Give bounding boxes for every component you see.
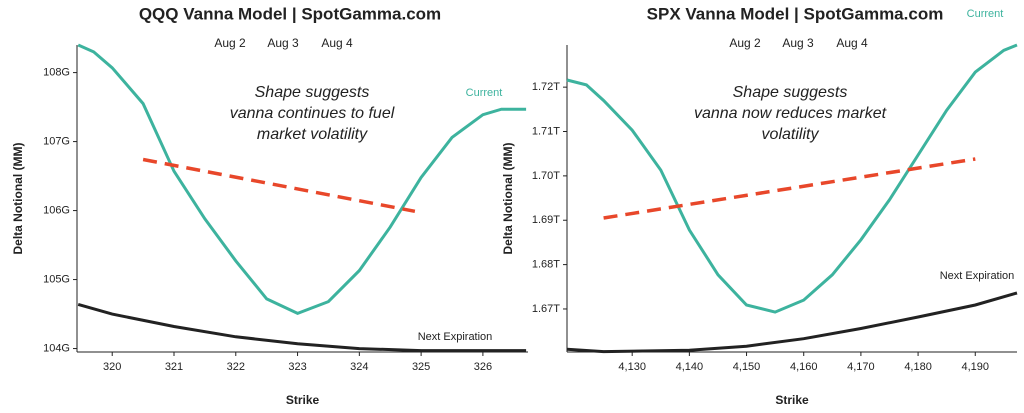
series-label: Next Expiration	[940, 270, 1015, 282]
chart-title: SPX Vanna Model | SpotGamma.com	[647, 4, 944, 23]
x-tick-label: 323	[288, 361, 306, 373]
date-label: Aug 4	[321, 36, 353, 50]
annotation: vanna now reduces market	[694, 105, 887, 122]
date-label: Aug 3	[782, 36, 814, 50]
x-tick-label: 326	[474, 361, 492, 373]
x-tick-label: 4,130	[618, 361, 646, 373]
series-label: Current	[967, 8, 1004, 20]
y-tick-label: 106G	[43, 204, 70, 216]
y-axis-label: Delta Notional (MM)	[11, 143, 25, 255]
y-tick-label: 105G	[43, 273, 70, 285]
series-line	[566, 291, 1018, 354]
series-label: Current	[466, 87, 503, 99]
chart-title: QQQ Vanna Model | SpotGamma.com	[139, 4, 441, 23]
date-label: Aug 2	[729, 36, 761, 50]
x-tick-label: 4,180	[904, 361, 932, 373]
date-label: Aug 2	[214, 36, 246, 50]
series-label: Next Expiration	[418, 331, 493, 343]
series-line	[77, 43, 527, 316]
y-tick-label: 1.68T	[532, 259, 560, 271]
y-tick-label: 1.67T	[532, 303, 560, 315]
series-line	[566, 43, 1018, 314]
x-tick-label: 4,140	[676, 361, 704, 373]
y-tick-label: 1.71T	[532, 125, 560, 137]
x-tick-label: 324	[350, 361, 368, 373]
y-tick-label: 1.72T	[532, 81, 560, 93]
x-axis-label: Strike	[286, 393, 320, 407]
series-line	[77, 302, 527, 353]
x-tick-label: 320	[103, 361, 121, 373]
x-axis-label: Strike	[775, 393, 809, 407]
annotation: Shape suggests	[733, 84, 848, 101]
y-tick-label: 1.70T	[532, 170, 560, 182]
x-tick-label: 325	[412, 361, 430, 373]
date-label: Aug 3	[267, 36, 299, 50]
annotation: volatility	[762, 126, 820, 143]
x-tick-label: 4,160	[790, 361, 818, 373]
trend-line	[603, 157, 976, 220]
y-axis-label: Delta Notional (MM)	[501, 143, 515, 255]
x-tick-label: 322	[227, 361, 245, 373]
date-label: Aug 4	[836, 36, 868, 50]
y-tick-label: 104G	[43, 342, 70, 354]
x-tick-label: 321	[165, 361, 183, 373]
annotation: market volatility	[257, 126, 368, 143]
x-tick-label: 4,150	[733, 361, 761, 373]
y-tick-label: 107G	[43, 135, 70, 147]
annotation: vanna continues to fuel	[230, 105, 395, 122]
x-tick-label: 4,190	[961, 361, 989, 373]
y-tick-label: 108G	[43, 67, 70, 79]
trend-line	[142, 157, 416, 214]
annotation: Shape suggests	[255, 84, 370, 101]
x-tick-label: 4,170	[847, 361, 875, 373]
y-tick-label: 1.69T	[532, 214, 560, 226]
